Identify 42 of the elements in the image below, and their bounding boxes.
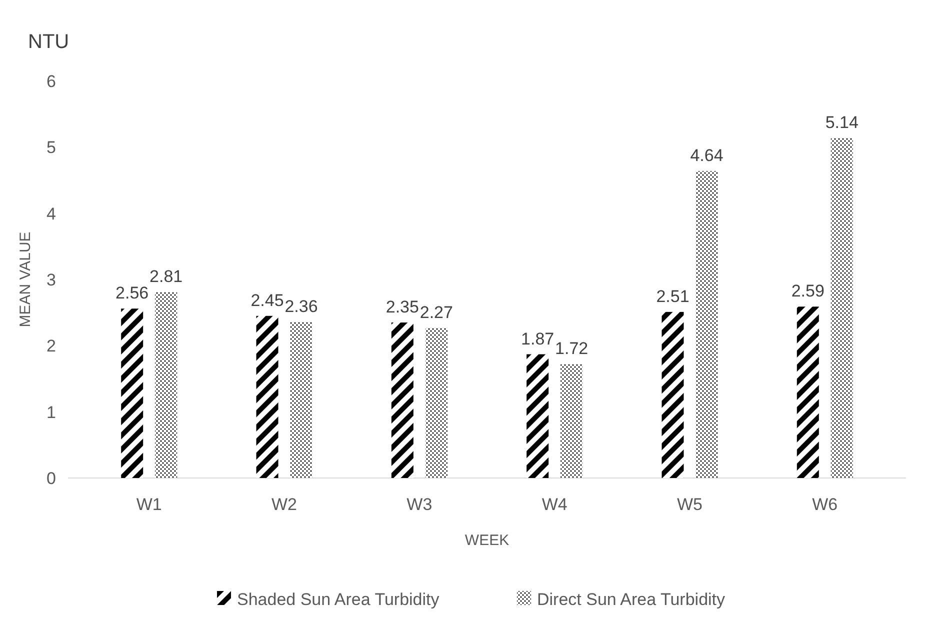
x-tick-label: W4: [542, 495, 568, 514]
y-tick-label: 0: [46, 468, 56, 488]
y-axis-title: MEAN VALUE: [17, 232, 34, 328]
data-label: 2.35: [386, 298, 419, 317]
y-tick-label: 6: [46, 72, 56, 91]
bar: [696, 170, 718, 478]
bar: [425, 328, 448, 478]
data-label: 1.72: [555, 339, 588, 358]
y-tick-label: 2: [46, 336, 56, 356]
y-tick-label: 4: [46, 204, 56, 224]
x-tick-label: W2: [272, 495, 298, 514]
data-label: 2.45: [250, 290, 284, 310]
bar: [796, 306, 819, 478]
x-axis-title: WEEK: [464, 532, 510, 549]
bar: [526, 354, 549, 478]
legend-label: Direct Sun Area Turbidity: [537, 590, 726, 609]
bar: [290, 322, 312, 478]
x-tick-label: W3: [406, 495, 432, 514]
x-tick-label: W5: [676, 495, 702, 514]
bar: [830, 138, 853, 478]
data-label: 2.51: [656, 286, 690, 306]
data-label: 5.14: [825, 112, 858, 132]
bar: [662, 312, 684, 478]
bar: [155, 292, 178, 478]
bar: [560, 364, 583, 478]
data-label: 2.27: [420, 302, 453, 322]
data-label: 4.64: [690, 146, 724, 165]
bar: [391, 322, 414, 478]
y-tick-label: 1: [46, 402, 56, 422]
y-tick-label: 3: [46, 270, 56, 290]
x-tick-label: W1: [136, 495, 162, 514]
x-tick-label: W6: [812, 495, 838, 514]
legend-label: Shaded Sun Area Turbidity: [237, 590, 440, 609]
data-label: 2.81: [150, 267, 183, 286]
data-label: 2.56: [116, 284, 149, 303]
y-tick-label: 5: [46, 138, 56, 158]
data-label: 1.87: [521, 329, 554, 348]
data-label: 2.59: [791, 282, 824, 301]
data-label: 2.36: [284, 296, 318, 316]
bar: [121, 308, 144, 478]
chart-title: NTU: [28, 31, 70, 53]
bar: [256, 316, 278, 478]
